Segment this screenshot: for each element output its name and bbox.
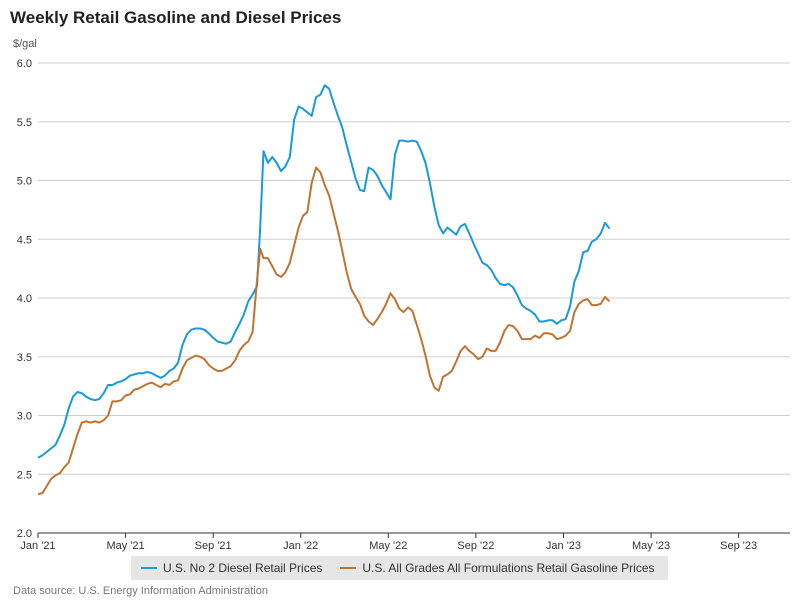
- y-tick-label: 5.5: [17, 117, 32, 129]
- y-tick-label: 6.0: [17, 58, 32, 70]
- legend-item-diesel[interactable]: U.S. No 2 Diesel Retail Prices: [141, 561, 322, 575]
- x-tick-label: May '22: [369, 540, 407, 552]
- legend-swatch-diesel: [141, 567, 157, 569]
- y-tick-label: 3.5: [17, 352, 32, 364]
- legend-swatch-gasoline: [340, 567, 357, 569]
- legend-label-diesel: U.S. No 2 Diesel Retail Prices: [163, 561, 323, 575]
- chart-title: Weekly Retail Gasoline and Diesel Prices: [10, 8, 342, 27]
- data-source-note: Data source: U.S. Energy Information Adm…: [13, 585, 268, 597]
- x-tick-label: May '21: [106, 540, 144, 552]
- legend-label-gasoline: U.S. All Grades All Formulations Retail …: [362, 561, 655, 575]
- y-tick-label: 2.5: [17, 469, 32, 481]
- x-tick-label: Jan '21: [20, 540, 55, 552]
- legend-item-gasoline[interactable]: U.S. All Grades All Formulations Retail …: [340, 561, 655, 575]
- x-tick-label: May '23: [632, 540, 670, 552]
- y-tick-label: 4.0: [17, 293, 32, 305]
- x-tick-label: Jan '22: [283, 540, 318, 552]
- x-tick-label: Jan '23: [546, 540, 581, 552]
- y-tick-label: 2.0: [17, 528, 32, 540]
- y-tick-label: 3.0: [17, 411, 32, 423]
- x-tick-label: Sep '22: [457, 540, 494, 552]
- series-line-diesel: [37, 84, 611, 459]
- x-tick-label: Sep '23: [720, 540, 757, 552]
- y-axis-unit-label: $/gal: [13, 38, 37, 50]
- y-tick-label: 4.5: [17, 234, 32, 246]
- x-tick-label: Sep '21: [195, 540, 232, 552]
- series-line-gasoline: [37, 166, 611, 496]
- chart-legend: U.S. No 2 Diesel Retail Prices U.S. All …: [131, 556, 668, 580]
- y-tick-label: 5.0: [17, 176, 32, 188]
